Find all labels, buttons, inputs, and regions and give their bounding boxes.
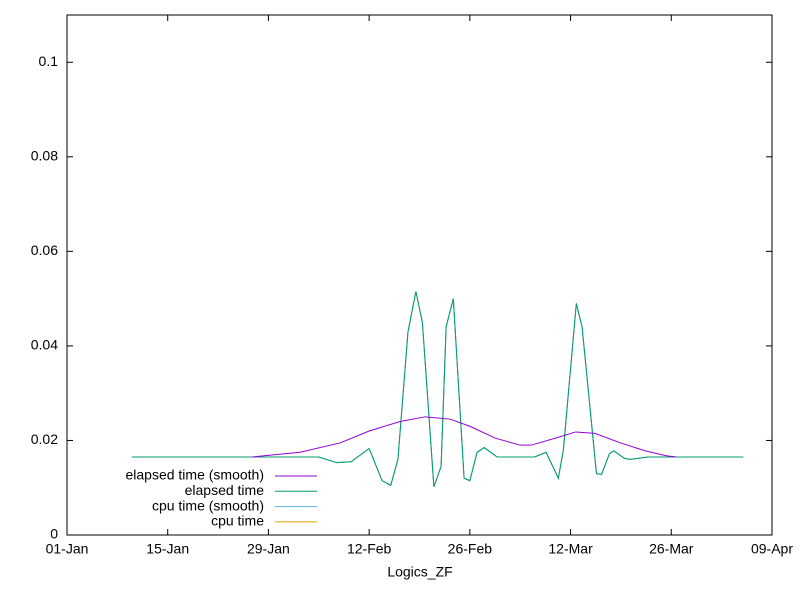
x-tick-label: 15-Jan (146, 541, 189, 557)
x-tick-label: 26-Mar (649, 541, 694, 557)
y-tick-label: 0.04 (31, 337, 58, 353)
legend-label: cpu time (211, 513, 264, 529)
x-axis-label: Logics_ZF (387, 564, 452, 580)
series-line (251, 416, 677, 458)
series-line (131, 291, 744, 487)
x-tick-label: 09-Apr (751, 541, 793, 557)
y-tick-label: 0 (50, 526, 58, 542)
legend-label: elapsed time (smooth) (125, 467, 264, 483)
x-tick-label: 12-Mar (548, 541, 593, 557)
x-tick-label: 26-Feb (448, 541, 493, 557)
y-tick-label: 0.06 (31, 242, 58, 258)
x-tick-label: 29-Jan (247, 541, 290, 557)
y-tick-label: 0.02 (31, 431, 58, 447)
legend-label: cpu time (smooth) (152, 497, 264, 513)
plot-frame (66, 14, 773, 536)
y-tick-label: 0.1 (39, 53, 59, 69)
legend-label: elapsed time (185, 482, 265, 498)
y-tick-label: 0.08 (31, 148, 58, 164)
x-tick-label: 12-Feb (347, 541, 392, 557)
x-tick-label: 01-Jan (46, 541, 89, 557)
